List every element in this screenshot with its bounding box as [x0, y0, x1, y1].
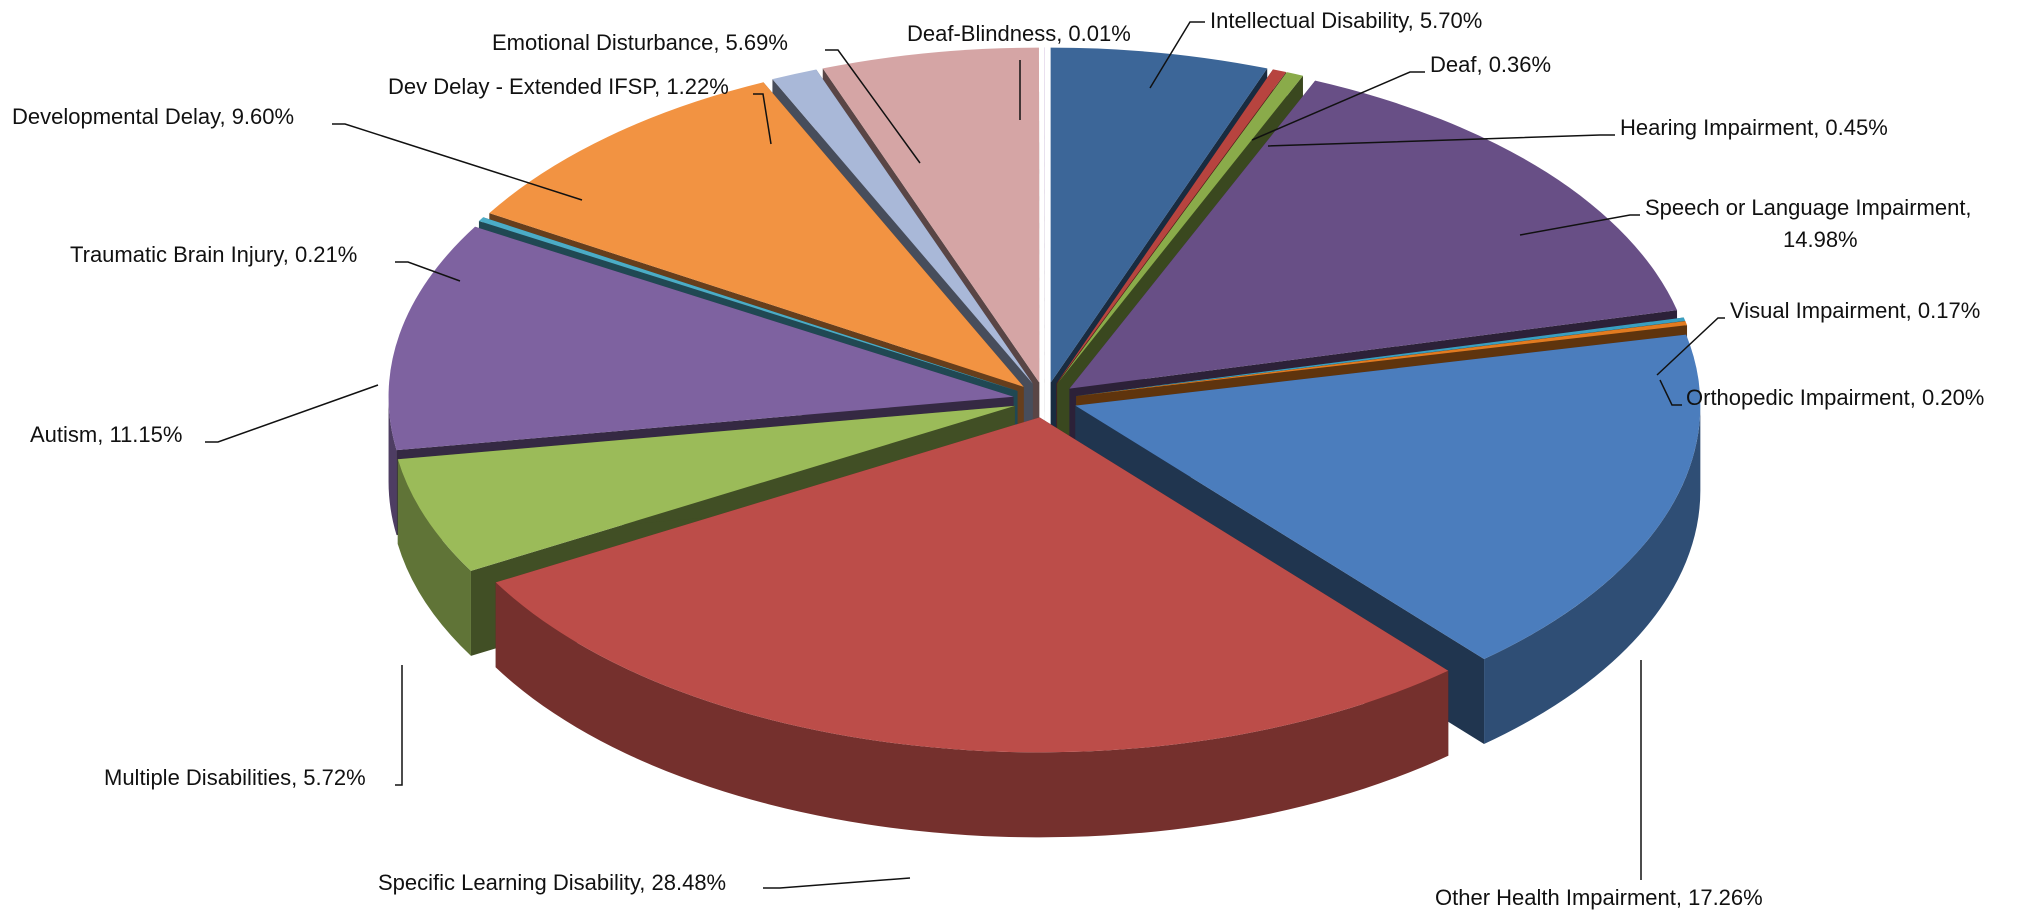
leader-line-specific-learning-disability [763, 877, 911, 889]
slice-outer-wall-specific-learning-disability [495, 582, 1449, 838]
slice-top-deaf [1056, 69, 1287, 384]
data-label-speech-or-language-impairment: Speech or Language Impairment, [1645, 195, 1972, 220]
leader-line-visual-impairment [1656, 317, 1725, 376]
data-label-hearing-impairment: Hearing Impairment, 0.45% [1620, 115, 1888, 140]
data-labels: Intellectual Disability, 5.70% Deaf, 0.3… [12, 8, 1984, 910]
data-label-speech-or-language-impairment-value: 14.98% [1783, 227, 1858, 252]
data-label-autism: Autism, 11.15% [30, 422, 182, 447]
slice-top-intellectual-disability [1050, 47, 1268, 383]
data-label-intellectual-disability: Intellectual Disability, 5.70% [1210, 8, 1482, 33]
leader-line-emotional-disturbance [825, 49, 921, 164]
data-label-deaf: Deaf, 0.36% [1430, 52, 1551, 77]
data-label-emotional-disturbance: Emotional Disturbance, 5.69% [492, 30, 788, 55]
data-label-deaf-blindness: Deaf-Blindness, 0.01% [907, 21, 1131, 46]
data-label-dev-delay-extended-ifsp: Dev Delay - Extended IFSP, 1.22% [388, 74, 729, 99]
slice-top-traumatic-brain-injury [478, 217, 1018, 391]
leader-line-autism [205, 384, 379, 443]
data-label-orthopedic-impairment: Orthopedic Impairment, 0.20% [1686, 385, 1984, 410]
data-label-other-health-impairment: Other Health Impairment, 17.26% [1435, 885, 1763, 910]
slice-outer-wall-autism [388, 396, 397, 536]
leader-line-hearing-impairment [1267, 134, 1615, 147]
slice-top-developmental-delay [489, 82, 1024, 387]
leader-line-developmental-delay [332, 123, 583, 201]
slice-top-emotional-disturbance [822, 47, 1040, 383]
data-label-multiple-disabilities: Multiple Disabilities, 5.72% [104, 765, 366, 790]
leader-line-orthopedic-impairment [1659, 379, 1682, 406]
pie-slice-specific-learning-disability [495, 417, 1449, 838]
slice-top-multiple-disabilities [397, 405, 1015, 571]
slice-top-dev-delay-extended-ifsp [772, 69, 1033, 384]
slice-top-speech-or-language-impairment [1069, 80, 1678, 389]
data-label-traumatic-brain-injury: Traumatic Brain Injury, 0.21% [70, 242, 357, 267]
slice-outer-wall-other-health-impairment [1484, 405, 1701, 745]
data-label-specific-learning-disability: Specific Learning Disability, 28.48% [378, 870, 726, 895]
slice-top-orthopedic-impairment [1076, 321, 1688, 397]
slice-top-hearing-impairment [1057, 72, 1303, 384]
data-label-developmental-delay: Developmental Delay, 9.60% [12, 104, 294, 129]
leader-line-deaf [1251, 71, 1425, 141]
pie-slices [388, 47, 1701, 838]
slice-top-visual-impairment [1076, 317, 1686, 396]
data-label-visual-impairment: Visual Impairment, 0.17% [1730, 298, 1980, 323]
leader-line-dev-delay-extended-ifsp [753, 93, 772, 145]
leader-line-multiple-disabilities [395, 665, 403, 786]
slice-top-autism [388, 226, 1014, 451]
slice-top-specific-learning-disability [495, 417, 1449, 753]
leader-line-speech-or-language-impairment [1519, 214, 1640, 236]
leader-line-intellectual-disability [1149, 21, 1205, 89]
slice-top-other-health-impairment [1075, 334, 1701, 660]
leader-line-traumatic-brain-injury [395, 261, 461, 282]
slice-outer-wall-multiple-disabilities [397, 459, 471, 656]
